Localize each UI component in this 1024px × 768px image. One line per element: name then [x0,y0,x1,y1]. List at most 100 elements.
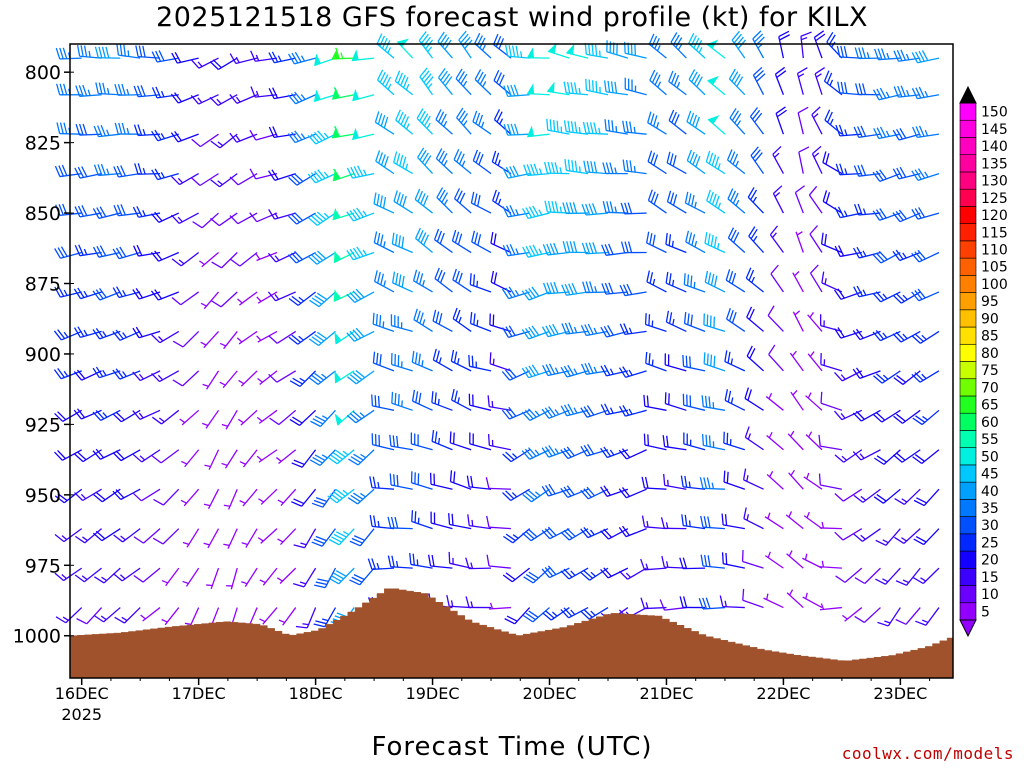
wind-barb [451,388,472,411]
colorbar-label: 35 [981,501,999,517]
wind-barb [503,528,531,544]
wind-barb [679,557,706,570]
wind-barb [467,514,492,530]
wind-barb [854,607,881,624]
wind-barb [686,149,706,175]
wind-barb [259,567,278,586]
wind-barb [852,246,881,259]
wind-barb [580,444,609,457]
wind-barb [112,449,141,462]
colorbar-segment [959,240,977,259]
wind-barb [562,241,589,254]
wind-barb [560,606,589,619]
wind-barb [352,88,375,102]
wind-barb [703,313,726,333]
wind-barb [580,486,609,500]
wind-barb [727,227,746,254]
wind-barb [580,607,609,620]
wind-barb [766,431,784,451]
wind-barb [564,159,589,175]
wind-barb [911,288,940,302]
wind-barb [911,50,940,64]
wind-barb [707,115,726,135]
wind-barb [135,45,161,59]
wind-barb [767,305,784,332]
wind-barb [707,75,726,96]
wind-barb [346,246,375,261]
colorbar-segment [959,395,977,414]
wind-barb [313,89,336,102]
wind-barb [92,448,121,460]
wind-barb [679,596,706,609]
wind-barb [873,126,901,140]
wind-barb [436,187,453,214]
wind-barb [112,368,141,380]
wind-barb [437,31,453,59]
wind-barb [490,231,512,254]
wind-barb [582,121,609,135]
colorbar-segment [959,154,977,173]
wind-barb [853,125,881,139]
wind-barb [668,109,687,135]
wind-barb [560,485,589,499]
wind-barb [113,528,141,543]
wind-barb [150,250,180,262]
wind-barb [307,169,336,184]
wind-barb [766,471,784,490]
wind-barb [450,349,472,372]
wind-barb [489,352,512,372]
wind-barb [503,84,530,97]
wind-barb [241,567,258,587]
wind-barb [433,228,453,254]
wind-barb [542,242,570,256]
wind-barb [682,393,706,411]
wind-barb [686,110,706,135]
wind-barb [785,511,804,530]
wind-barb [182,567,200,587]
wind-barb [451,229,472,254]
wind-barb [229,212,258,225]
wind-barb [873,488,901,504]
wind-barb [541,406,570,419]
wind-barb [391,391,413,411]
colorbar-label: 115 [981,225,1008,241]
terrain-fill [69,588,954,679]
wind-barb [704,270,726,293]
wind-barb [375,150,395,175]
wind-barb [373,270,395,293]
wind-barb [560,364,589,378]
wind-barb [522,488,550,503]
colorbar-label: 40 [981,484,999,500]
wind-barb [660,517,687,530]
wind-barb [819,521,842,530]
wind-barb [814,66,826,95]
wind-barb [269,409,297,426]
wind-barb [334,409,355,426]
wind-barb [73,326,102,339]
colorbar-segment [959,223,977,242]
wind-barb [374,111,395,135]
wind-barb [469,312,492,333]
wind-barb [411,389,433,411]
wind-barb [822,190,843,214]
wind-barb [811,106,823,135]
colorbar-segment [959,567,977,586]
wind-barb [894,488,921,506]
wind-barb [502,165,530,179]
wind-barb [94,567,121,584]
wind-barb [133,528,161,544]
wind-barb [790,389,804,411]
wind-barb [132,206,161,218]
wind-barb [852,409,881,422]
wind-barb [619,323,647,336]
wind-barb [434,267,453,293]
wind-barb [911,86,940,100]
wind-barb [563,81,589,96]
wind-barb [704,231,726,254]
colorbar-segment [959,378,977,397]
colorbar-label: 15 [981,570,999,586]
wind-barb [663,473,687,490]
wind-barb [472,149,492,175]
wind-barb [872,330,901,342]
wind-barb [393,151,414,175]
